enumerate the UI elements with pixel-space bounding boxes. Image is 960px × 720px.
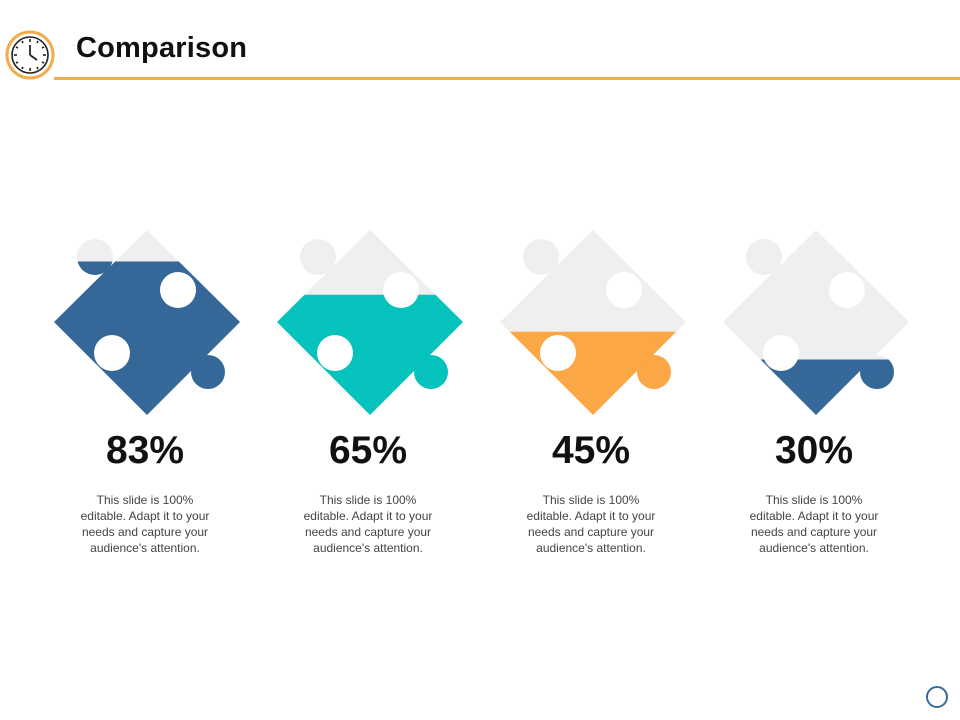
puzzle-piece-icon: [54, 230, 240, 415]
puzzle-piece-icon: [500, 230, 686, 415]
puzzle-piece-icon: [277, 230, 463, 415]
item-description: This slide is 100% editable. Adapt it to…: [303, 493, 433, 555]
comparison-item-4: 30% This slide is 100% editable. Adapt i…: [719, 225, 919, 565]
item-description: This slide is 100% editable. Adapt it to…: [80, 493, 210, 555]
comparison-item-2: 65% This slide is 100% editable. Adapt i…: [273, 225, 473, 565]
page-title: Comparison: [76, 32, 248, 64]
title-underline: [54, 77, 960, 80]
percent-value: 65%: [328, 429, 408, 472]
puzzle-piece-icon: [723, 230, 909, 415]
comparison-item-1: 83% This slide is 100% editable. Adapt i…: [50, 225, 250, 565]
comparison-item-3: 45% This slide is 100% editable. Adapt i…: [496, 225, 696, 565]
header: Comparison: [0, 0, 960, 82]
percent-value: 45%: [551, 429, 631, 472]
item-description: This slide is 100% editable. Adapt it to…: [526, 493, 656, 555]
navigation-button[interactable]: [926, 686, 948, 708]
percent-value: 83%: [105, 429, 185, 472]
percent-value: 30%: [774, 429, 854, 472]
clock-icon: [5, 30, 55, 80]
item-description: This slide is 100% editable. Adapt it to…: [749, 493, 879, 555]
